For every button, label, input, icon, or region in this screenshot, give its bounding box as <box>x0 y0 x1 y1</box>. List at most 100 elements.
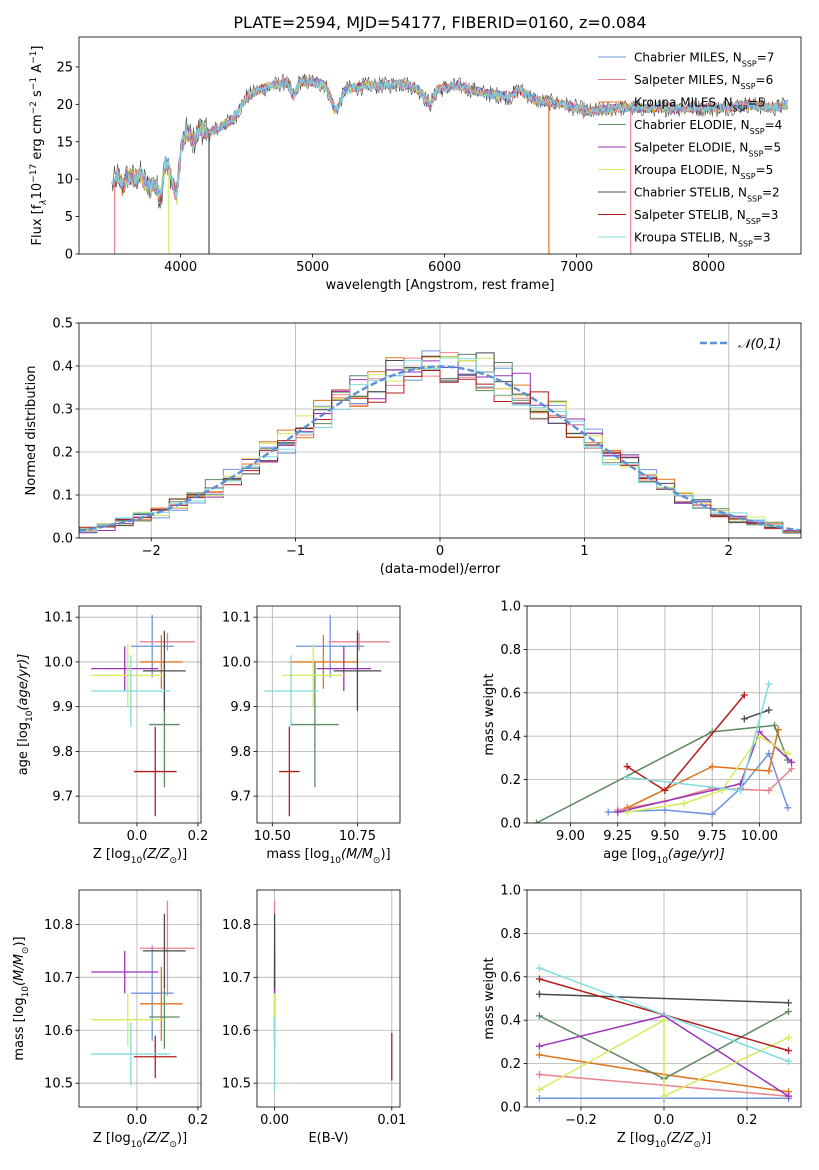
weight-marker-chabrier-stelib <box>740 715 748 723</box>
x-tick-label: 0.2 <box>737 1113 758 1128</box>
axis-label-part: ⊙ <box>169 1140 177 1150</box>
axis-label-part: )] <box>380 847 390 862</box>
y-tick-label: 15 <box>56 135 73 150</box>
errorbar-chabrier-stelib <box>143 630 186 712</box>
weight-marker-salpeter-miles <box>765 786 773 794</box>
weight-marker-kroupa-elodie <box>660 1016 668 1024</box>
weight-marker-salpeter-elodie <box>788 758 796 766</box>
axis-label-part: 10 <box>30 183 45 200</box>
axis-label-part: (M/M <box>341 847 373 862</box>
weight-line-chabrier-stelib <box>539 993 789 1004</box>
y-tick-label: 0.4 <box>500 1014 521 1029</box>
axis-label-part: ⊙ <box>693 1140 701 1150</box>
x-tick-label: 9.50 <box>650 829 679 844</box>
axis-label-part: Z [log <box>617 1131 655 1146</box>
errorbar-kroupa-miles <box>140 966 183 1041</box>
axis-label-part: ⊙ <box>373 856 381 866</box>
legend-subscript: SSP <box>746 217 761 226</box>
y-tick-label: 10.0 <box>44 655 73 670</box>
spectrum-panel: 4000 5000 6000 7000 8000 0 5 10 15 20 25 wavelength… <box>29 36 802 293</box>
x-tick-label: −0.2 <box>565 1113 597 1128</box>
axis-label-part: −1 <box>29 77 39 90</box>
legend-count: =4 <box>765 118 783 132</box>
axis-label-part: (age/yr)] <box>668 847 725 862</box>
weight-marker-kroupa-elodie <box>535 1086 543 1094</box>
weight-line-salpeter-stelib <box>626 694 745 792</box>
x-tick-label: 0.0 <box>127 829 148 844</box>
weight-marker-kroupa-miles <box>765 767 773 775</box>
axis-label-part: 10 <box>21 986 31 998</box>
errorbar-chabrier-miles <box>296 614 365 678</box>
y-tick-label: 10.1 <box>222 611 251 626</box>
errorbar-kroupa-elodie <box>91 644 165 707</box>
legend-count: =5 <box>748 96 766 110</box>
weight-marker-kroupa-stelib <box>535 964 543 972</box>
axis-label-part: ⊙ <box>21 947 31 955</box>
errorbar-salpeter-elodie <box>91 646 159 692</box>
weight-marker-chabrier-stelib <box>785 999 793 1007</box>
weight-line-kroupa-elodie <box>539 1018 789 1098</box>
axes-frame <box>526 605 802 824</box>
errorbar-chabrier-stelib <box>143 913 186 988</box>
y-tick-label: 0.2 <box>500 1057 521 1072</box>
axis-label-part: 10 <box>131 856 143 866</box>
y-tick-label: 10.5 <box>44 1077 73 1092</box>
axis-label-part: )] <box>701 1131 711 1146</box>
y-tick-label: 0 <box>65 248 73 263</box>
errorbar-kroupa-miles <box>140 635 183 689</box>
axis-label-part: mass [log <box>12 997 27 1060</box>
y-tick-label: 0.5 <box>52 317 73 332</box>
x-tick-label: 0 <box>436 544 444 559</box>
weight-marker-kroupa-elodie <box>623 808 631 816</box>
weight-marker-kroupa-stelib <box>737 786 745 794</box>
axes-frame <box>78 605 202 824</box>
weight-marker-kroupa-stelib <box>785 1057 793 1065</box>
errorbar-salpeter-stelib <box>133 726 177 817</box>
y-tick-label: 10.1 <box>44 611 73 626</box>
axis-label-part: (Z/Z <box>142 847 170 862</box>
y-tick-label: 20 <box>56 98 73 113</box>
x-axis-label: Z [log10(Z/Z⊙)] <box>93 1131 187 1150</box>
weight-marker-salpeter-stelib <box>661 786 669 794</box>
y-tick-label: 0.0 <box>500 1101 521 1116</box>
y-tick-label: 1.0 <box>500 884 521 899</box>
age-weight-plot-area <box>532 680 796 823</box>
legend-subscript: SSP <box>741 82 756 91</box>
axis-label-part: 10 <box>655 1140 667 1150</box>
axis-label-part: −17 <box>29 164 39 183</box>
x-tick-label: 5000 <box>296 260 329 275</box>
legend-label-chabrier-miles: Chabrier MILES, NSSP=7 <box>634 51 774 69</box>
axis-label-part: A <box>30 64 45 77</box>
weight-marker-salpeter-miles <box>535 1070 543 1078</box>
errorbar-salpeter-miles <box>140 632 195 651</box>
x-tick-label: 1 <box>580 544 588 559</box>
y-tick-label: 9.8 <box>52 745 73 760</box>
axis-label-part: Z [log <box>93 1131 131 1146</box>
y-tick-label: 0.3 <box>52 403 73 418</box>
weight-marker-salpeter-stelib <box>535 975 543 983</box>
y-tick-label: 0.6 <box>500 970 521 985</box>
y-tick-label: 10.6 <box>44 1024 73 1039</box>
errorbar-chabrier-miles <box>130 945 174 1041</box>
axis-label-part: )] <box>12 936 27 946</box>
x-axis-label: wavelength [Angstrom, rest frame] <box>326 278 555 293</box>
weight-marker-kroupa-miles <box>708 763 716 771</box>
x-tick-label: 0.01 <box>377 1113 406 1128</box>
y-tick-label: 0.8 <box>500 927 521 942</box>
errorbar-salpeter-miles <box>140 900 195 996</box>
y-tick-label: 10.7 <box>44 971 73 986</box>
x-tick-label: 8000 <box>692 260 725 275</box>
y-tick-label: 10.7 <box>222 971 251 986</box>
x-tick-label: 9.00 <box>556 829 585 844</box>
axis-label-part: 10 <box>330 856 342 866</box>
weight-marker-chabrier-miles <box>708 810 716 818</box>
axis-label-part: −2 <box>29 101 39 114</box>
errorbar-salpeter-miles <box>328 632 390 651</box>
residuals-plot-area <box>79 350 801 538</box>
x-tick-label: 10.75 <box>339 829 376 844</box>
y-tick-label: 0.1 <box>52 489 73 504</box>
y-tick-label: 10.6 <box>222 1024 251 1039</box>
y-tick-label: 10.0 <box>222 655 251 670</box>
axis-label-part: (Z/Z <box>142 1131 170 1146</box>
weight-marker-salpeter-stelib <box>740 691 748 699</box>
